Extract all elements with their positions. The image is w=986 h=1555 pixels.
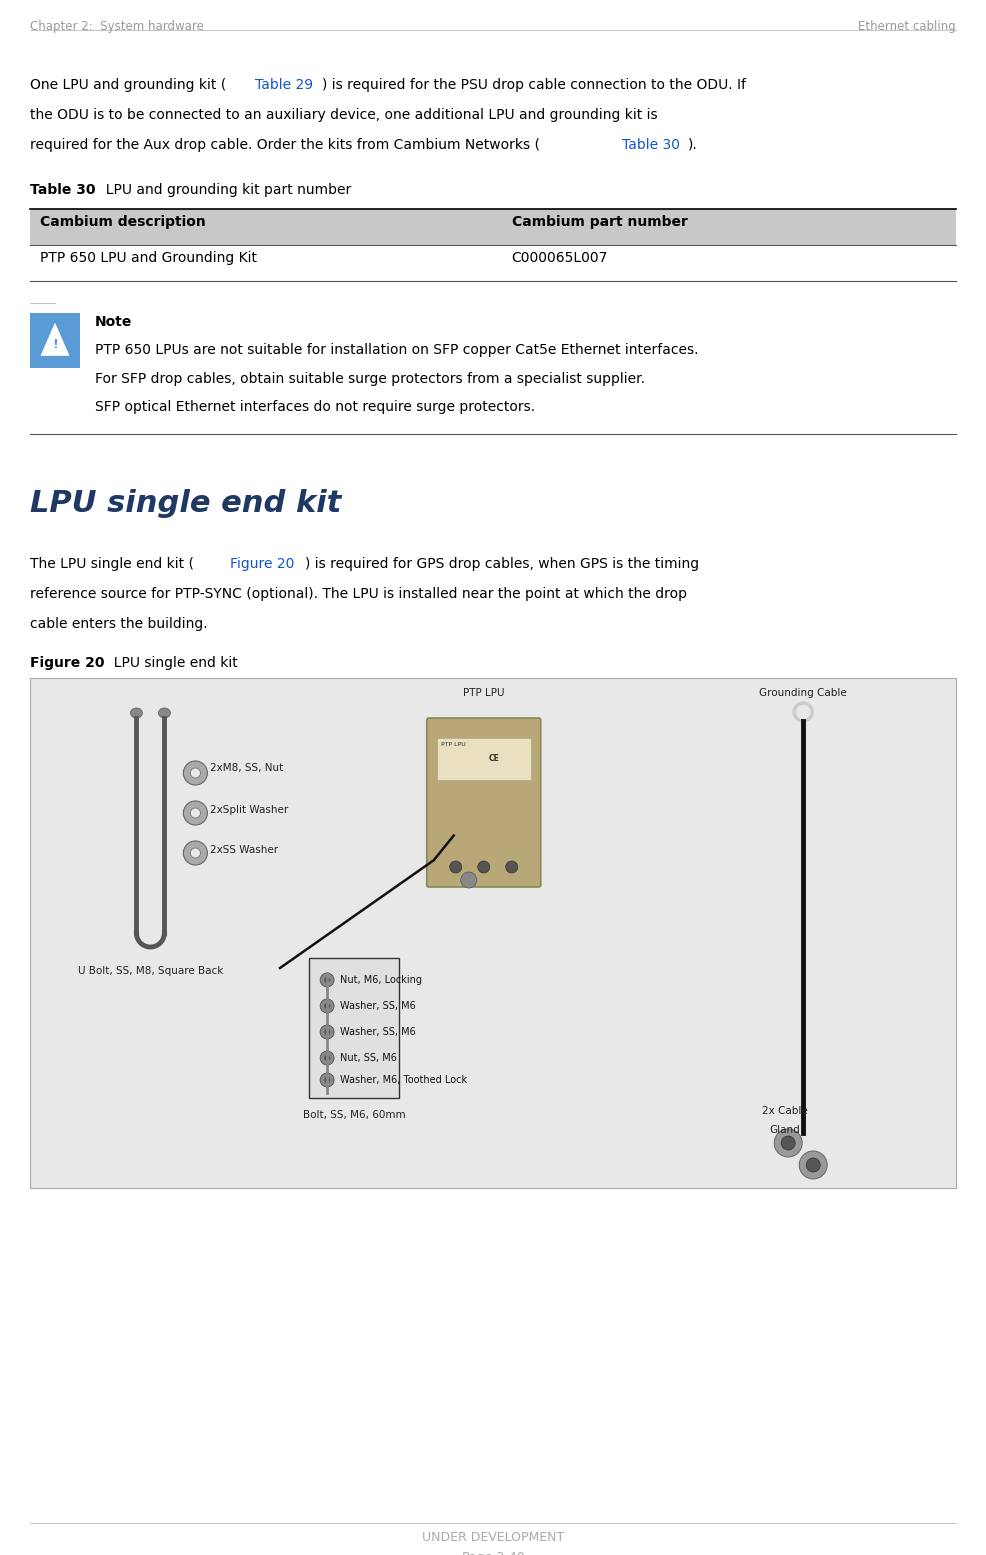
Circle shape (478, 861, 490, 872)
Text: Chapter 2:  System hardware: Chapter 2: System hardware (30, 20, 204, 33)
Text: ) is required for the PSU drop cable connection to the ODU. If: ) is required for the PSU drop cable con… (321, 78, 745, 92)
Circle shape (450, 861, 461, 872)
Circle shape (320, 1025, 334, 1039)
Text: Cambium part number: Cambium part number (512, 215, 687, 229)
Circle shape (190, 768, 200, 778)
Text: Washer, M6, Toothed Lock: Washer, M6, Toothed Lock (340, 1075, 467, 1085)
Text: ) is required for GPS drop cables, when GPS is the timing: ) is required for GPS drop cables, when … (305, 557, 699, 571)
Circle shape (190, 847, 200, 858)
Text: C000065L007: C000065L007 (512, 250, 608, 264)
Text: cable enters the building.: cable enters the building. (30, 617, 208, 631)
Text: LPU single end kit: LPU single end kit (105, 656, 238, 670)
Circle shape (807, 1158, 820, 1172)
Text: the ODU is to be connected to an auxiliary device, one additional LPU and ground: the ODU is to be connected to an auxilia… (30, 107, 658, 121)
Text: Gland: Gland (769, 1124, 800, 1135)
Text: Figure 20: Figure 20 (30, 656, 105, 670)
Circle shape (774, 1129, 803, 1157)
Circle shape (324, 1054, 330, 1061)
Text: SFP optical Ethernet interfaces do not require surge protectors.: SFP optical Ethernet interfaces do not r… (95, 401, 535, 415)
Text: Cambium description: Cambium description (40, 215, 206, 229)
Ellipse shape (130, 708, 142, 718)
Circle shape (183, 801, 207, 826)
Text: Nut, M6, Locking: Nut, M6, Locking (340, 975, 422, 984)
Text: !: ! (52, 337, 58, 351)
Text: Table 30: Table 30 (621, 138, 679, 152)
Text: reference source for PTP-SYNC (optional). The LPU is installed near the point at: reference source for PTP-SYNC (optional)… (30, 586, 687, 600)
Bar (309, 958, 399, 1098)
Text: 2xSS Washer: 2xSS Washer (210, 844, 278, 855)
Circle shape (781, 1137, 796, 1151)
Text: 2xM8, SS, Nut: 2xM8, SS, Nut (210, 764, 284, 773)
Polygon shape (41, 323, 69, 356)
Circle shape (800, 1151, 827, 1179)
Circle shape (320, 973, 334, 987)
Text: PTP LPU: PTP LPU (441, 742, 465, 746)
Ellipse shape (159, 708, 171, 718)
Text: required for the Aux drop cable. Order the kits from Cambium Networks (: required for the Aux drop cable. Order t… (30, 138, 540, 152)
Bar (437, 739, 530, 781)
Text: LPU single end kit: LPU single end kit (30, 488, 341, 518)
Text: Bolt, SS, M6, 60mm: Bolt, SS, M6, 60mm (303, 1110, 405, 1120)
Text: 2x Cable: 2x Cable (762, 1106, 808, 1116)
Text: LPU and grounding kit part number: LPU and grounding kit part number (97, 183, 351, 197)
Bar (30, 208, 956, 246)
Circle shape (320, 998, 334, 1012)
Text: 2xSplit Washer: 2xSplit Washer (210, 805, 289, 815)
Circle shape (320, 1073, 334, 1087)
Circle shape (183, 760, 207, 785)
Circle shape (324, 1078, 330, 1082)
Text: Washer, SS, M6: Washer, SS, M6 (340, 1026, 416, 1037)
Text: Table 30: Table 30 (30, 183, 96, 197)
Circle shape (320, 1051, 334, 1065)
Text: Table 29: Table 29 (255, 78, 314, 92)
Text: One LPU and grounding kit (: One LPU and grounding kit ( (30, 78, 226, 92)
FancyBboxPatch shape (427, 718, 540, 886)
Text: UNDER DEVELOPMENT: UNDER DEVELOPMENT (422, 1532, 564, 1544)
Circle shape (183, 841, 207, 865)
Text: U Bolt, SS, M8, Square Back: U Bolt, SS, M8, Square Back (78, 966, 223, 977)
Text: Washer, SS, M6: Washer, SS, M6 (340, 1001, 416, 1011)
Text: Page 2-40: Page 2-40 (461, 1550, 525, 1555)
Text: Nut, SS, M6: Nut, SS, M6 (340, 1053, 397, 1064)
Circle shape (324, 977, 330, 983)
Text: PTP LPU: PTP LPU (463, 687, 505, 698)
Text: Grounding Cable: Grounding Cable (759, 687, 847, 698)
Text: The LPU single end kit (: The LPU single end kit ( (30, 557, 194, 571)
Text: For SFP drop cables, obtain suitable surge protectors from a specialist supplier: For SFP drop cables, obtain suitable sur… (95, 372, 645, 386)
Circle shape (506, 861, 518, 872)
Circle shape (190, 809, 200, 818)
Text: PTP 650 LPUs are not suitable for installation on SFP copper Cat5e Ethernet inte: PTP 650 LPUs are not suitable for instal… (95, 344, 698, 358)
Text: Figure 20: Figure 20 (230, 557, 295, 571)
Text: PTP 650 LPU and Grounding Kit: PTP 650 LPU and Grounding Kit (40, 250, 257, 264)
Text: ).: ). (688, 138, 698, 152)
Text: Ethernet cabling: Ethernet cabling (858, 20, 956, 33)
Bar (30, 313, 80, 369)
Text: CE: CE (489, 754, 500, 764)
Circle shape (324, 1003, 330, 1009)
Circle shape (460, 872, 477, 888)
Circle shape (324, 1029, 330, 1036)
Bar (30, 678, 956, 1188)
Text: Note: Note (95, 316, 132, 330)
